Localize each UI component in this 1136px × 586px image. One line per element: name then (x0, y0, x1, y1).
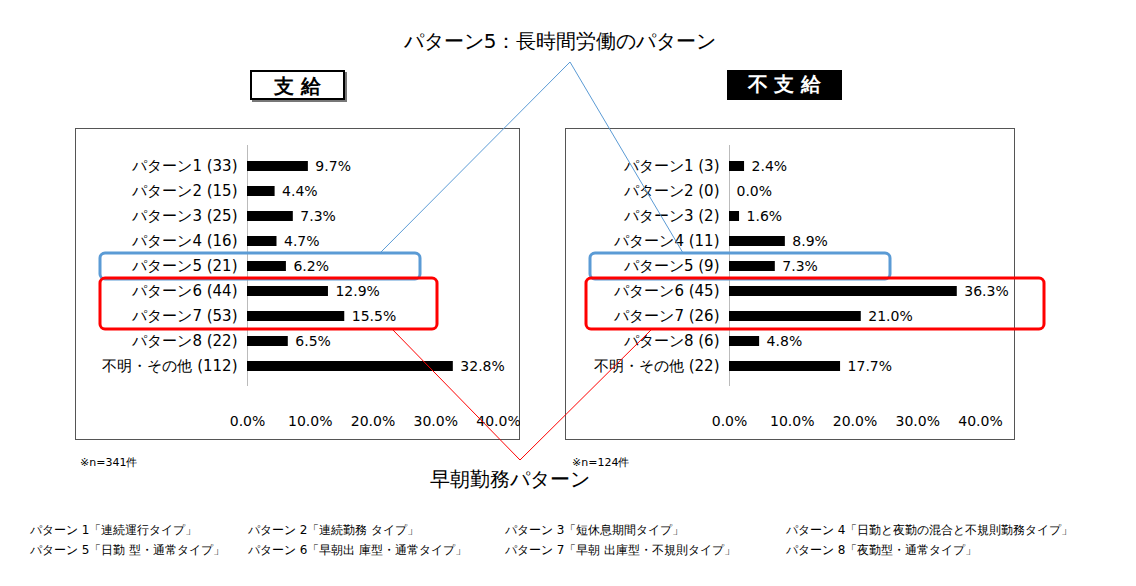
svg-text:パターン7 (53): パターン7 (53) (131, 307, 237, 325)
svg-text:パターン7 (26): パターン7 (26) (613, 307, 719, 325)
svg-text:36.3%: 36.3% (964, 283, 1008, 299)
svg-text:7.3%: 7.3% (300, 208, 336, 224)
svg-text:パターン4 (11): パターン4 (11) (613, 232, 719, 250)
svg-text:30.0%: 30.0% (414, 413, 458, 429)
svg-text:32.8%: 32.8% (460, 358, 504, 374)
html-text:パターン 7「早朝 出庫型・不規則タイプ」: パターン 7「早朝 出庫型・不規則タイプ」 (505, 543, 737, 557)
html-text:パターン 5「日勤 型・通常タイプ」: パターン 5「日勤 型・通常タイプ」 (30, 543, 226, 557)
svg-text:不明・その他 (112): 不明・その他 (112) (102, 357, 237, 375)
svg-text:17.7%: 17.7% (848, 358, 892, 374)
html-text:パターン5：長時間労働のパターン: パターン5：長時間労働のパターン (403, 29, 717, 53)
svg-text:40.0%: 40.0% (958, 413, 1002, 429)
svg-text:パターン4 (16): パターン4 (16) (131, 232, 237, 250)
svg-text:10.0%: 10.0% (770, 413, 814, 429)
svg-text:パターン1 (3): パターン1 (3) (623, 157, 720, 175)
svg-text:パターン6 (45): パターン6 (45) (613, 282, 719, 300)
svg-text:4.8%: 4.8% (767, 333, 803, 349)
svg-text:パターン8 (6): パターン8 (6) (623, 332, 720, 350)
svg-text:40.0%: 40.0% (476, 413, 520, 429)
svg-text:10.0%: 10.0% (288, 413, 332, 429)
svg-text:0.0%: 0.0% (230, 413, 266, 429)
svg-text:4.4%: 4.4% (282, 183, 318, 199)
svg-text:6.5%: 6.5% (295, 333, 331, 349)
html-text:パターン 8「夜勤型・通常タイプ」: パターン 8「夜勤型・通常タイプ」 (786, 543, 978, 557)
html-text:パターン 1「連続運行タイプ」: パターン 1「連続運行タイプ」 (30, 523, 198, 537)
svg-text:0.0%: 0.0% (737, 183, 773, 199)
html-text:パターン 6「早朝出 庫型・通常タイプ」: パターン 6「早朝出 庫型・通常タイプ」 (248, 543, 468, 557)
html-text:支 給: 支 給 (274, 74, 321, 98)
svg-text:パターン2 (0): パターン2 (0) (623, 182, 720, 200)
svg-text:パターン6 (44): パターン6 (44) (131, 282, 237, 300)
svg-text:6.2%: 6.2% (293, 258, 329, 274)
html-text:※n=124件: ※n=124件 (572, 456, 630, 469)
html-text:不 支 給: 不 支 給 (747, 72, 822, 96)
svg-text:パターン8 (22): パターン8 (22) (131, 332, 237, 350)
svg-text:0.0%: 0.0% (712, 413, 748, 429)
svg-text:12.9%: 12.9% (335, 283, 379, 299)
svg-text:パターン5 (9): パターン5 (9) (623, 257, 720, 275)
svg-text:パターン1 (33): パターン1 (33) (131, 157, 237, 175)
svg-text:パターン2 (15): パターン2 (15) (131, 182, 237, 200)
html-text:パターン 2「連続勤務 タイプ」: パターン 2「連続勤務 タイプ」 (248, 523, 420, 537)
svg-text:パターン3 (25): パターン3 (25) (131, 207, 237, 225)
svg-text:1.6%: 1.6% (747, 208, 783, 224)
svg-text:パターン3 (2): パターン3 (2) (623, 207, 720, 225)
svg-text:30.0%: 30.0% (896, 413, 940, 429)
html-text:パターン 3「短休息期間タイプ」: パターン 3「短休息期間タイプ」 (505, 523, 685, 537)
html-text:※n=341件: ※n=341件 (80, 456, 138, 469)
html-text:早朝勤務パターン: 早朝勤務パターン (430, 467, 590, 491)
svg-text:パターン5 (21): パターン5 (21) (131, 257, 237, 275)
svg-text:2.4%: 2.4% (752, 158, 788, 174)
svg-text:15.5%: 15.5% (352, 308, 396, 324)
svg-text:20.0%: 20.0% (351, 413, 395, 429)
svg-text:8.9%: 8.9% (792, 233, 828, 249)
svg-text:20.0%: 20.0% (833, 413, 877, 429)
svg-text:21.0%: 21.0% (868, 308, 912, 324)
svg-text:不明・その他 (22): 不明・その他 (22) (594, 357, 720, 375)
html-text:パターン 4「日勤と夜勤の混合と不規則勤務タイプ」: パターン 4「日勤と夜勤の混合と不規則勤務タイプ」 (786, 523, 1074, 537)
svg-text:4.7%: 4.7% (284, 233, 320, 249)
svg-text:7.3%: 7.3% (782, 258, 818, 274)
svg-text:9.7%: 9.7% (315, 158, 351, 174)
